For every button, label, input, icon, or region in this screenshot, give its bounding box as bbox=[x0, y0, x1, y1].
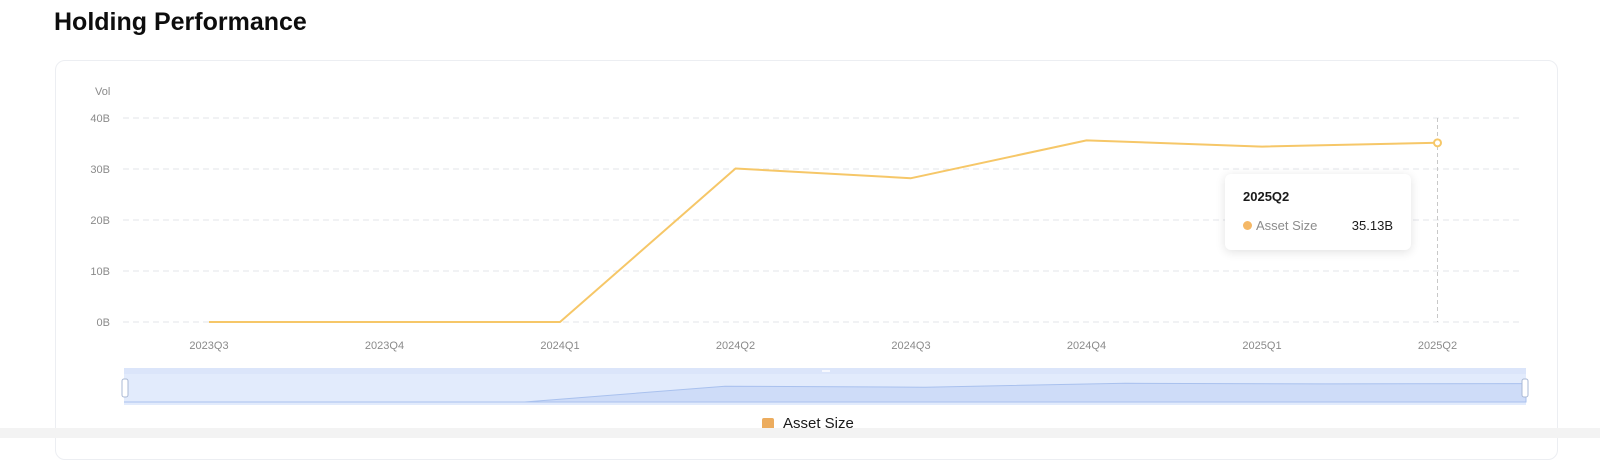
page-title: Holding Performance bbox=[54, 8, 307, 36]
y-tick-labels: 0B 10B 20B 30B 40B bbox=[90, 113, 110, 329]
tooltip-series-value: 35.13B bbox=[1351, 218, 1393, 233]
y-tick-label: 40B bbox=[90, 113, 110, 125]
data-zoom-slider[interactable] bbox=[121, 368, 1529, 405]
tooltip-row: Asset Size 35.13B bbox=[1243, 218, 1393, 233]
y-tick-label: 30B bbox=[90, 164, 110, 176]
series-layer bbox=[209, 138, 1442, 323]
x-tick-label: 2023Q4 bbox=[365, 340, 404, 352]
x-tick-label: 2023Q3 bbox=[189, 340, 228, 352]
legend-label: Asset Size bbox=[783, 415, 854, 432]
chart-legend[interactable]: Asset Size bbox=[762, 415, 854, 432]
y-tick-label: 0B bbox=[97, 317, 110, 329]
x-tick-label: 2025Q1 bbox=[1242, 340, 1281, 352]
y-tick-label: 10B bbox=[90, 266, 110, 278]
y-axis-title: Vol bbox=[95, 86, 110, 98]
zoom-end-handle[interactable] bbox=[1521, 378, 1529, 398]
x-tick-label: 2024Q3 bbox=[891, 340, 930, 352]
highlighted-data-point[interactable] bbox=[1433, 138, 1442, 148]
tooltip-series-dot-icon bbox=[1243, 221, 1252, 230]
page-bottom-edge bbox=[0, 428, 1600, 438]
x-tick-label: 2025Q2 bbox=[1418, 340, 1457, 352]
tooltip-series-label: Asset Size bbox=[1256, 218, 1318, 233]
tooltip-title: 2025Q2 bbox=[1243, 189, 1290, 204]
zoom-start-handle[interactable] bbox=[121, 378, 129, 398]
series-line bbox=[209, 139, 1438, 323]
x-tick-label: 2024Q1 bbox=[540, 340, 579, 352]
legend-swatch-icon bbox=[762, 417, 774, 430]
chart-tooltip: 2025Q2 Asset Size 35.13B bbox=[1225, 174, 1411, 250]
y-tick-label: 20B bbox=[90, 215, 110, 227]
x-tick-label: 2024Q2 bbox=[716, 340, 755, 352]
x-tick-label: 2024Q4 bbox=[1067, 340, 1106, 352]
x-tick-labels: 2023Q3 2023Q4 2024Q1 2024Q2 2024Q3 2024Q4 2025… bbox=[189, 340, 1457, 352]
grid-layer bbox=[123, 117, 1523, 323]
